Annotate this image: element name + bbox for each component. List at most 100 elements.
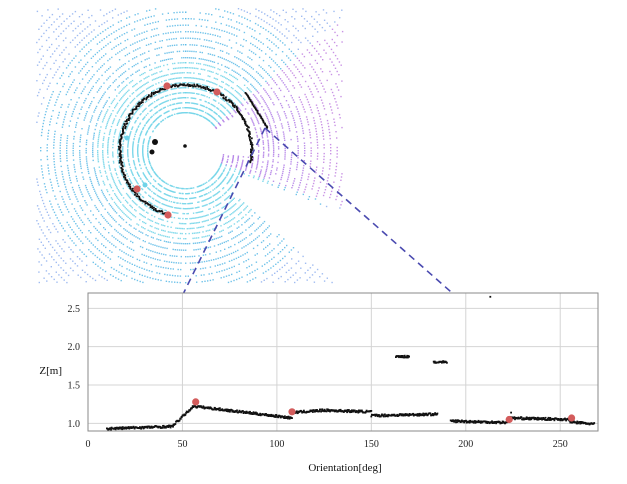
scan-point (139, 280, 141, 283)
scan-point (185, 193, 187, 195)
scan-point (237, 159, 239, 162)
boundary-point (236, 109, 239, 112)
scan-point (277, 142, 280, 144)
scan-point (107, 240, 109, 242)
scan-point (88, 172, 90, 175)
scan-point (160, 279, 162, 282)
boundary-point (123, 173, 125, 176)
scan-point (152, 185, 154, 187)
scan-point (106, 36, 108, 38)
scan-point (319, 24, 321, 26)
boundary-point (208, 89, 210, 91)
scan-point (107, 121, 109, 123)
scan-point (123, 72, 125, 74)
scan-point (254, 238, 257, 240)
scan-point (262, 27, 265, 29)
scan-point (268, 150, 270, 152)
scan-point (122, 147, 124, 149)
scan-point (268, 177, 271, 179)
scan-point (134, 122, 136, 124)
scan-point (306, 20, 308, 22)
scan-point (218, 203, 221, 205)
scan-point (103, 253, 105, 255)
scan-point (196, 237, 198, 239)
scan-point (81, 48, 83, 50)
scan-point (166, 100, 168, 102)
scan-point (262, 140, 264, 142)
scan-point (229, 195, 231, 197)
scan-point (219, 36, 221, 38)
scan-point (149, 136, 152, 138)
scan-point (86, 160, 88, 162)
scan-point (72, 251, 74, 253)
scan-point (177, 242, 179, 245)
scan-point (66, 91, 69, 93)
scan-point (295, 272, 297, 274)
scan-point (262, 77, 264, 79)
scan-point (43, 79, 45, 82)
scan-point (59, 209, 62, 211)
scan-point (143, 90, 145, 92)
scan-point (249, 89, 251, 92)
scan-point (263, 230, 266, 232)
scan-point (50, 181, 52, 183)
scan-point (338, 61, 341, 63)
scan-point (256, 90, 259, 93)
scan-point (232, 160, 234, 162)
scan-point (68, 174, 70, 177)
scan-point (65, 67, 68, 69)
scan-point (341, 200, 343, 203)
scan-point (170, 51, 172, 53)
scan-point (228, 187, 231, 190)
scan-point (53, 21, 55, 23)
scan-point (120, 234, 123, 236)
scan-point (154, 251, 156, 253)
scan-point (239, 94, 241, 96)
scan-point (200, 190, 203, 192)
scan-point (99, 201, 102, 203)
scan-point (174, 249, 176, 251)
scan-point (143, 140, 145, 142)
boundary-point (251, 103, 254, 106)
scan-point (36, 94, 39, 97)
scan-point (296, 161, 299, 164)
scan-point (254, 53, 257, 56)
scan-point (314, 28, 316, 30)
scan-point (113, 219, 116, 221)
scan-point (160, 75, 163, 78)
scan-point (204, 280, 206, 282)
boundary-point (151, 92, 153, 94)
scan-point (156, 194, 158, 197)
scan-point (55, 214, 57, 216)
scan-point (188, 232, 190, 235)
scan-point (81, 221, 84, 223)
boundary-point (226, 99, 228, 102)
scan-point (116, 95, 118, 97)
scan-point (124, 85, 127, 88)
scan-point (109, 274, 112, 276)
scan-point (199, 211, 201, 213)
scan-point (83, 65, 85, 68)
scan-point (144, 216, 146, 219)
scan-point (85, 150, 87, 152)
scan-point (249, 242, 251, 244)
scan-point (334, 98, 336, 100)
scan-point (219, 202, 222, 204)
scan-point (213, 194, 215, 197)
scan-point (126, 31, 128, 34)
scan-point (322, 167, 324, 169)
scan-point (148, 141, 150, 143)
scan-point (266, 277, 268, 280)
scan-point (170, 206, 172, 208)
scan-point (224, 65, 226, 68)
scan-point (270, 267, 272, 269)
scan-point (70, 99, 72, 101)
scan-point (186, 188, 188, 190)
scan-point (40, 103, 43, 105)
scan-point (210, 65, 212, 68)
scan-point (186, 112, 188, 114)
scan-point (53, 62, 55, 64)
scan-point (104, 71, 106, 73)
scan-point (257, 139, 259, 141)
scan-point (335, 198, 337, 201)
